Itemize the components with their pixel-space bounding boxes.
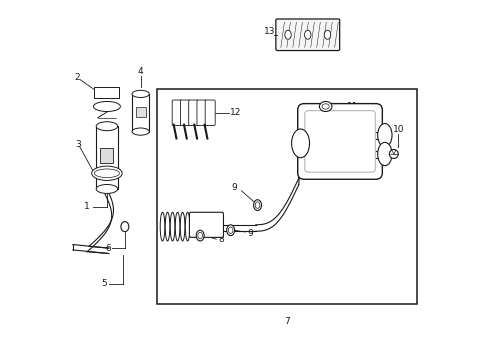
Ellipse shape bbox=[132, 90, 149, 98]
Ellipse shape bbox=[121, 222, 129, 231]
Ellipse shape bbox=[196, 230, 204, 241]
Ellipse shape bbox=[228, 227, 233, 233]
Text: 9: 9 bbox=[247, 229, 253, 238]
Text: 13: 13 bbox=[264, 27, 276, 36]
Ellipse shape bbox=[378, 142, 392, 166]
Text: 10: 10 bbox=[393, 125, 404, 134]
Ellipse shape bbox=[254, 200, 262, 211]
Ellipse shape bbox=[132, 128, 149, 135]
FancyBboxPatch shape bbox=[189, 100, 198, 126]
Ellipse shape bbox=[94, 102, 121, 112]
FancyBboxPatch shape bbox=[197, 100, 207, 126]
Ellipse shape bbox=[96, 122, 118, 131]
Text: 1: 1 bbox=[84, 202, 90, 211]
Text: 5: 5 bbox=[101, 279, 107, 288]
Text: 4: 4 bbox=[138, 67, 144, 76]
Text: 7: 7 bbox=[284, 317, 290, 326]
FancyBboxPatch shape bbox=[298, 104, 382, 179]
Bar bbox=[96, 126, 118, 189]
Bar bbox=[136, 107, 146, 117]
FancyBboxPatch shape bbox=[205, 100, 215, 126]
Ellipse shape bbox=[227, 225, 235, 235]
Ellipse shape bbox=[198, 232, 202, 239]
Text: 11: 11 bbox=[347, 102, 358, 111]
Text: 12: 12 bbox=[230, 108, 242, 117]
Ellipse shape bbox=[324, 30, 331, 39]
Text: 6: 6 bbox=[106, 244, 112, 253]
Ellipse shape bbox=[92, 166, 122, 180]
Bar bbox=[95, 87, 120, 98]
Ellipse shape bbox=[165, 212, 170, 241]
Ellipse shape bbox=[185, 212, 190, 241]
Ellipse shape bbox=[170, 212, 175, 241]
Ellipse shape bbox=[378, 123, 392, 147]
Bar bbox=[157, 89, 417, 304]
Text: 2: 2 bbox=[74, 73, 80, 82]
Ellipse shape bbox=[390, 149, 398, 158]
Text: 3: 3 bbox=[75, 140, 81, 149]
Ellipse shape bbox=[96, 184, 118, 193]
Ellipse shape bbox=[95, 169, 120, 177]
FancyBboxPatch shape bbox=[190, 212, 223, 237]
Ellipse shape bbox=[322, 104, 329, 109]
Ellipse shape bbox=[285, 30, 291, 39]
Ellipse shape bbox=[304, 30, 311, 39]
Ellipse shape bbox=[319, 102, 332, 112]
FancyBboxPatch shape bbox=[276, 19, 340, 50]
Text: 8: 8 bbox=[218, 235, 224, 244]
Bar bbox=[100, 148, 113, 163]
FancyBboxPatch shape bbox=[172, 100, 182, 126]
Ellipse shape bbox=[292, 129, 310, 158]
FancyBboxPatch shape bbox=[180, 100, 191, 126]
Ellipse shape bbox=[255, 202, 260, 208]
Ellipse shape bbox=[180, 212, 185, 241]
FancyBboxPatch shape bbox=[305, 111, 375, 172]
Bar bbox=[132, 94, 149, 132]
Ellipse shape bbox=[175, 212, 180, 241]
Ellipse shape bbox=[160, 212, 165, 241]
Text: 9: 9 bbox=[231, 183, 237, 192]
